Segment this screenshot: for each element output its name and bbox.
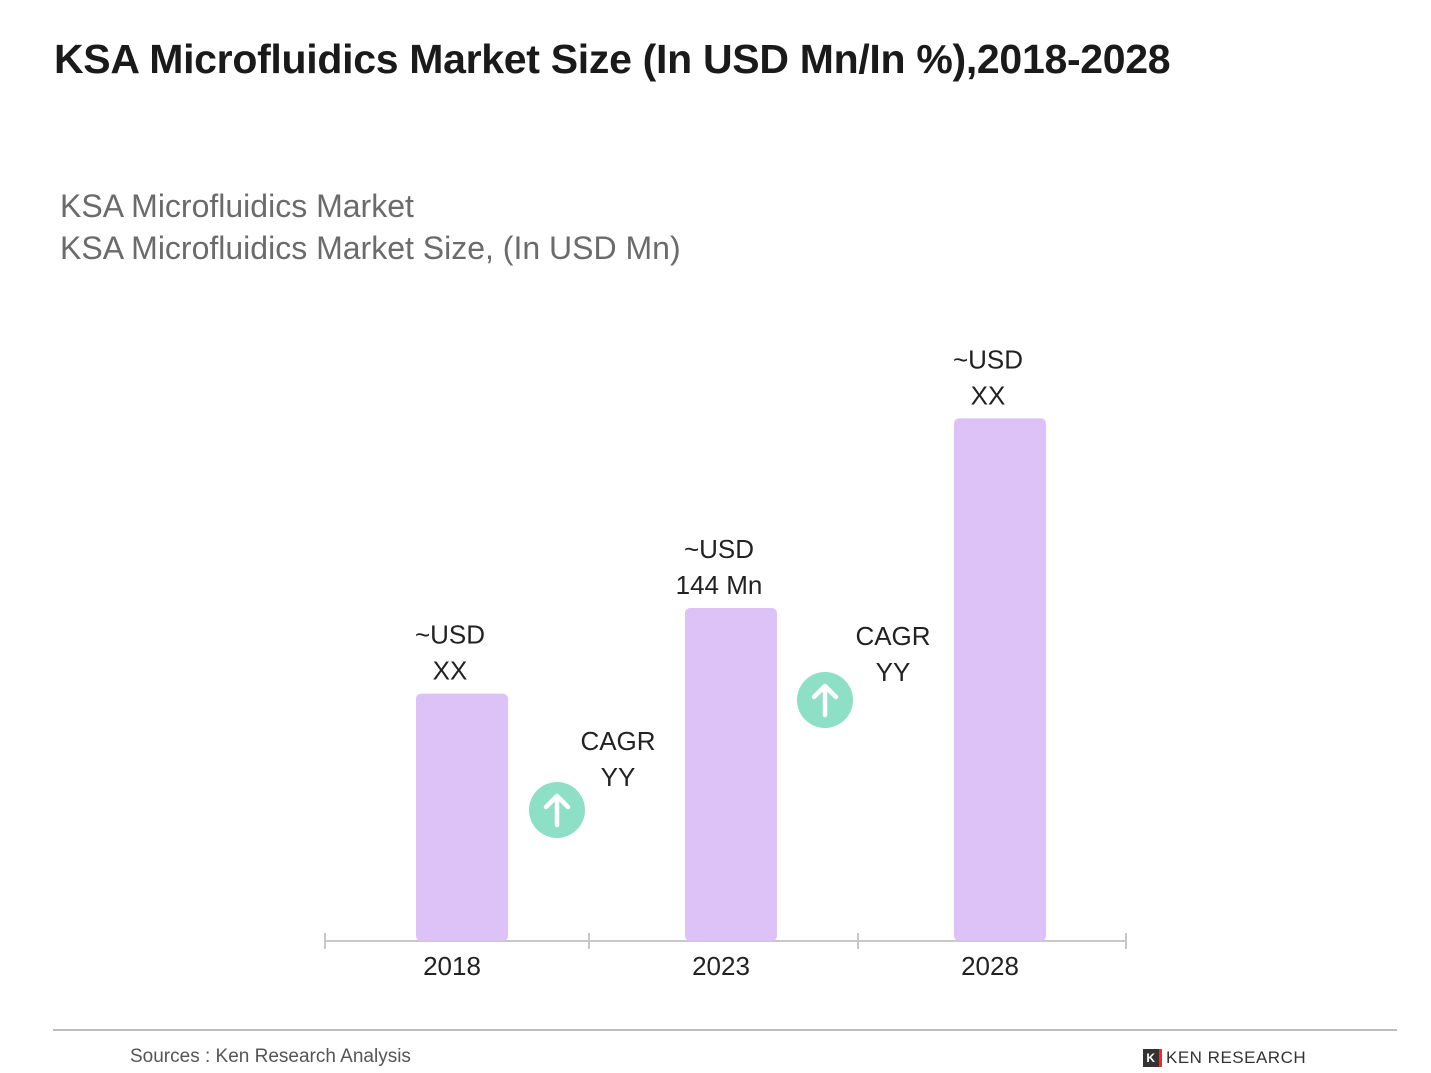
logo-mark-icon: K xyxy=(1143,1049,1162,1067)
bar-2028 xyxy=(954,418,1046,941)
data-label: ~USD xyxy=(953,344,1023,374)
chart-subtitle-units: KSA Microfluidics Market Size, (In USD M… xyxy=(60,230,681,266)
footer-divider xyxy=(53,1029,1397,1031)
data-label: 144 Mn xyxy=(676,570,763,600)
cagr-label: YY xyxy=(876,657,911,687)
data-label: ~USD xyxy=(415,620,485,650)
source-note: Sources : Ken Research Analysis xyxy=(130,1046,411,1067)
page-title: KSA Microfluidics Market Size (In USD Mn… xyxy=(54,36,1171,82)
logo-text: KEN RESEARCH xyxy=(1166,1048,1307,1067)
cagr-label: CAGR xyxy=(580,726,655,756)
bar-2018 xyxy=(416,693,508,941)
data-label: XX xyxy=(971,380,1006,410)
ken-research-logo: K KEN RESEARCH xyxy=(1143,1048,1306,1068)
arrow-up-icon xyxy=(811,683,839,718)
bar-2023 xyxy=(685,608,777,941)
cagr-label: YY xyxy=(601,762,636,792)
data-label: XX xyxy=(433,656,468,686)
arrow-up-icon xyxy=(543,793,571,828)
x-tick-label: 2018 xyxy=(423,951,481,981)
chart-subtitle: KSA Microfluidics Market xyxy=(60,188,414,224)
data-label: ~USD xyxy=(684,534,754,564)
cagr-label: CAGR xyxy=(855,621,930,651)
x-tick-label: 2023 xyxy=(692,951,750,981)
x-tick-label: 2028 xyxy=(961,951,1019,981)
